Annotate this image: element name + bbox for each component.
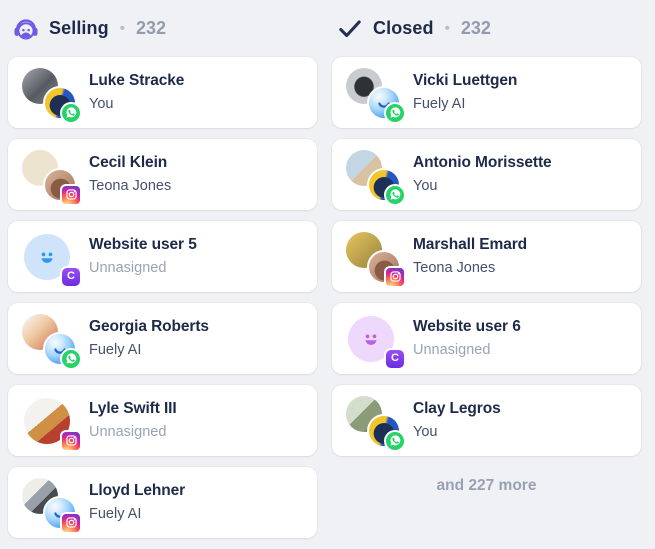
conversation-card[interactable]: Georgia Roberts Fuely AI [8,303,317,374]
whatsapp-icon [60,347,82,370]
column-closed-header: Closed • 232 [332,0,641,57]
assignee-label: Fuely AI [89,342,142,358]
instagram-icon [60,183,82,206]
whatsapp-icon [384,429,406,452]
conversation-card[interactable]: Clay Legros You [332,385,641,456]
avatar-cluster [21,67,82,124]
contact-name: Lloyd Lehner [89,482,186,499]
avatar-cluster: C [345,314,406,370]
contact-name: Marshall Emard [413,236,528,253]
column-count: 232 [135,18,167,38]
conversation-card[interactable]: C Website user 6 Unnasigned [332,303,641,374]
contact-name: Antonio Morissette [413,154,552,171]
check-icon [337,16,363,42]
avatar-cluster [21,396,82,452]
instagram-icon [60,429,82,452]
column-selling-header: Selling • 232 [8,0,317,57]
whatsapp-icon [60,101,82,124]
assignee-label: Teona Jones [413,260,496,276]
column-closed: Closed • 232 Vicki Luettgen Fuely [332,0,641,549]
assignee-label: Fuely AI [413,96,466,112]
conversation-card[interactable]: Luke Stracke You [8,57,317,128]
assignee-label: Fuely AI [89,506,142,522]
column-title: Closed [373,18,434,38]
assignee-label: Unnasigned [89,424,167,440]
whatsapp-icon [384,183,406,206]
assignee-label: Teona Jones [89,178,172,194]
avatar-cluster [345,395,406,452]
contact-name: Luke Stracke [89,72,185,89]
conversation-card[interactable]: Antonio Morissette You [332,139,641,210]
avatar-cluster [345,231,406,288]
whatsapp-icon [384,101,406,124]
chat-widget-icon: C [60,265,82,288]
contact-name: Cecil Klein [89,154,168,171]
avatar-cluster [345,67,406,124]
column-selling: Selling • 232 Luke Stracke You [8,0,317,549]
avatar-cluster [345,149,406,206]
instagram-icon [60,511,82,534]
column-count: 232 [460,18,491,38]
more-count-label[interactable]: and 227 more [436,477,537,494]
count-separator: • [444,20,450,37]
instagram-icon [384,265,406,288]
assignee-label: You [89,96,114,112]
contact-name: Georgia Roberts [89,318,209,335]
avatar-cluster [21,477,82,534]
conversation-card[interactable]: C Website user 5 Unnasigned [8,221,317,292]
conversation-card[interactable]: Lyle Swift III Unnasigned [8,385,317,456]
avatar-cluster [21,149,82,206]
conversation-card[interactable]: Lloyd Lehner Fuely AI [8,467,317,538]
assignee-label: Unnasigned [89,260,167,276]
chat-widget-icon: C [384,347,406,370]
conversation-card[interactable]: Vicki Luettgen Fuely AI [332,57,641,128]
assignee-label: Unnasigned [413,342,491,358]
conversation-card[interactable]: Marshall Emard Teona Jones [332,221,641,292]
avatar-cluster [21,313,82,370]
headset-icon [13,16,39,42]
assignee-label: You [413,178,438,194]
contact-name: Lyle Swift III [89,400,177,417]
contact-name: Website user 6 [413,318,521,335]
contact-name: Website user 5 [89,236,197,253]
assignee-label: You [413,424,438,440]
count-separator: • [119,20,125,37]
contact-name: Vicki Luettgen [413,72,518,89]
conversation-card[interactable]: Cecil Klein Teona Jones [8,139,317,210]
avatar-cluster: C [21,232,82,288]
column-title: Selling [49,18,109,38]
contact-name: Clay Legros [413,400,501,417]
